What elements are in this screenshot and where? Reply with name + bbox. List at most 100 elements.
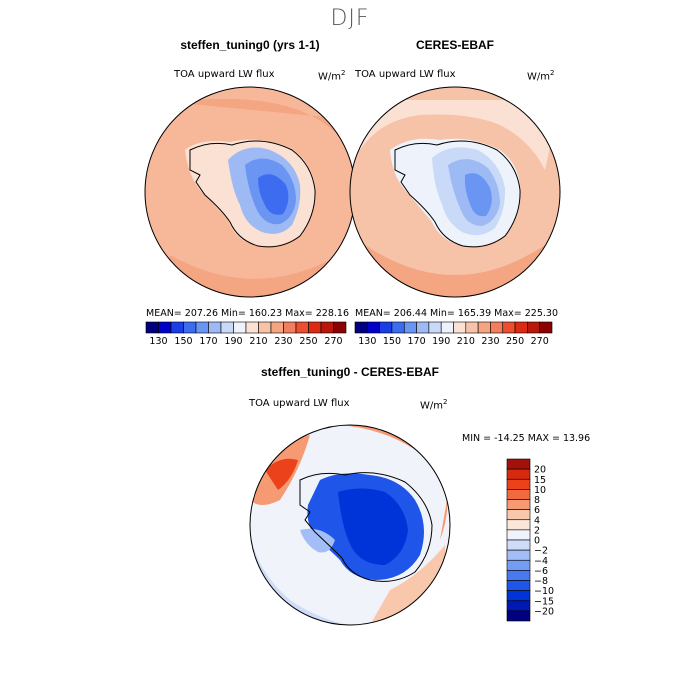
left-stats: MEAN= 207.26 Min= 160.23 Max= 228.16 bbox=[146, 308, 350, 319]
diff-colorbar-swatch bbox=[506, 559, 531, 571]
right-colorbar-tick-label: 250 bbox=[506, 336, 524, 347]
left-colorbar-swatch bbox=[195, 321, 209, 334]
diff-colorbar-tick-label: 8 bbox=[534, 495, 540, 506]
right-map-coastline bbox=[394, 140, 521, 248]
left-colorbar-tick-label: 170 bbox=[199, 336, 217, 347]
left-panel-title: steffen_tuning0 (yrs 1-1) bbox=[180, 38, 320, 52]
right-colorbar-swatch bbox=[465, 321, 479, 334]
diff-colorbar-tick-label: 20 bbox=[534, 465, 546, 476]
diff-map-peninsula-cool bbox=[300, 528, 335, 553]
right-colorbar: 130 150 170 190 210 230 250 270 bbox=[354, 321, 553, 347]
diff-colorbar-tick-label: −15 bbox=[534, 596, 554, 607]
right-map-border bbox=[349, 86, 561, 298]
right-units: W/m2 bbox=[527, 69, 555, 83]
left-colorbar-swatch bbox=[283, 321, 297, 334]
left-colorbar-swatch bbox=[170, 321, 184, 334]
left-colorbar-swatch bbox=[258, 321, 272, 334]
diff-colorbar-swatch bbox=[506, 539, 531, 551]
diff-colorbar-swatch bbox=[506, 549, 531, 561]
left-field-label: TOA upward LW flux bbox=[174, 69, 275, 80]
diff-colorbar-tick-label: −2 bbox=[534, 546, 548, 557]
right-colorbar-tick-label: 190 bbox=[432, 336, 450, 347]
right-stats: MEAN= 206.44 Min= 165.39 Max= 225.30 bbox=[355, 308, 559, 319]
diff-map-cool-ice-core bbox=[338, 488, 408, 565]
left-colorbar-tick-label: 190 bbox=[224, 336, 242, 347]
diff-panel-title: steffen_tuning0 - CERES-EBAF bbox=[260, 365, 439, 379]
left-colorbar-swatch bbox=[220, 321, 234, 334]
left-colorbar-tick-label: 210 bbox=[249, 336, 267, 347]
diff-map-border bbox=[249, 424, 451, 626]
right-colorbar-swatch bbox=[391, 321, 405, 334]
diff-colorbar-tick-label: 4 bbox=[534, 515, 540, 526]
right-colorbar-tick-label: 150 bbox=[383, 336, 401, 347]
left-colorbar-tick-label: 270 bbox=[324, 336, 342, 347]
right-colorbar-tick-label: 130 bbox=[358, 336, 376, 347]
diff-colorbar-tick-label: −20 bbox=[534, 606, 554, 617]
left-colorbar-tick-label: 150 bbox=[174, 336, 192, 347]
right-map-ice-sheet-core bbox=[464, 173, 492, 217]
right-colorbar-swatch bbox=[527, 321, 540, 334]
diff-stats: MIN = -14.25 MAX = 13.96 bbox=[462, 433, 591, 444]
right-colorbar-swatch bbox=[502, 321, 516, 334]
diff-field-label: TOA upward LW flux bbox=[249, 398, 350, 409]
right-colorbar-swatch bbox=[453, 321, 467, 334]
diff-colorbar-swatch bbox=[506, 478, 531, 490]
left-colorbar-swatch bbox=[183, 321, 197, 334]
diff-colorbar-swatch bbox=[506, 529, 531, 541]
right-map-north-band bbox=[350, 100, 560, 170]
left-colorbar-tick-label: 230 bbox=[274, 336, 292, 347]
diff-units: W/m2 bbox=[420, 398, 448, 412]
right-colorbar-swatch bbox=[490, 321, 504, 334]
diff-colorbar-tick-label: −8 bbox=[534, 576, 548, 587]
left-colorbar-swatch bbox=[208, 321, 222, 334]
right-colorbar-swatch bbox=[428, 321, 442, 334]
diff-map-coastline bbox=[299, 472, 433, 582]
right-colorbar-swatch bbox=[367, 321, 380, 334]
diff-colorbar-swatch bbox=[506, 600, 531, 612]
diff-colorbar-tick-label: 2 bbox=[534, 525, 540, 536]
diff-colorbar-tick-label: 10 bbox=[534, 485, 546, 496]
diff-colorbar-tick-label: 6 bbox=[534, 505, 540, 516]
left-colorbar: 130 150 170 190 210 230 250 270 bbox=[145, 321, 347, 347]
left-colorbar-swatch bbox=[308, 321, 322, 334]
left-colorbar-swatch bbox=[270, 321, 284, 334]
diff-colorbar-swatch bbox=[506, 519, 531, 531]
diff-colorbar-swatch bbox=[506, 489, 531, 500]
diff-colorbar-tick-label: −6 bbox=[534, 566, 548, 577]
diff-colorbar-swatch bbox=[506, 499, 531, 510]
left-colorbar-tick-label: 130 bbox=[149, 336, 167, 347]
right-colorbar-swatch bbox=[416, 321, 430, 334]
diff-colorbar-swatch bbox=[506, 570, 531, 581]
left-colorbar-swatch bbox=[233, 321, 247, 334]
left-map bbox=[145, 87, 355, 297]
diff-colorbar-tick-label: −10 bbox=[534, 586, 554, 597]
diff-map-hot-patch bbox=[265, 458, 298, 490]
right-colorbar-swatch bbox=[514, 321, 528, 334]
diff-map bbox=[250, 425, 450, 625]
left-colorbar-swatch bbox=[333, 321, 347, 334]
left-colorbar-swatch bbox=[145, 321, 159, 334]
left-colorbar-swatch bbox=[158, 321, 172, 334]
diff-colorbar-tick-label: 0 bbox=[534, 536, 540, 547]
right-colorbar-tick-label: 230 bbox=[481, 336, 499, 347]
right-colorbar-swatch bbox=[403, 321, 417, 334]
diff-colorbar-swatch bbox=[506, 468, 531, 480]
diff-colorbar-swatch bbox=[506, 509, 531, 521]
right-panel-title: CERES-EBAF bbox=[415, 38, 494, 52]
right-colorbar-tick-label: 210 bbox=[457, 336, 475, 347]
left-map-coastline bbox=[189, 140, 316, 248]
diff-colorbar-swatch bbox=[506, 610, 531, 622]
left-colorbar-tick-label: 250 bbox=[299, 336, 317, 347]
diff-colorbar-tick-label: −4 bbox=[534, 556, 548, 567]
diff-colorbar-swatch bbox=[506, 458, 531, 470]
left-colorbar-swatch bbox=[245, 321, 259, 334]
right-colorbar-tick-label: 270 bbox=[531, 336, 549, 347]
right-colorbar-swatch bbox=[354, 321, 368, 334]
right-colorbar-swatch bbox=[440, 321, 454, 334]
right-field-label: TOA upward LW flux bbox=[355, 69, 456, 80]
season-title: DJF bbox=[330, 6, 370, 31]
diff-colorbar-tick-label: 15 bbox=[534, 475, 546, 486]
right-colorbar-swatch bbox=[477, 321, 491, 334]
